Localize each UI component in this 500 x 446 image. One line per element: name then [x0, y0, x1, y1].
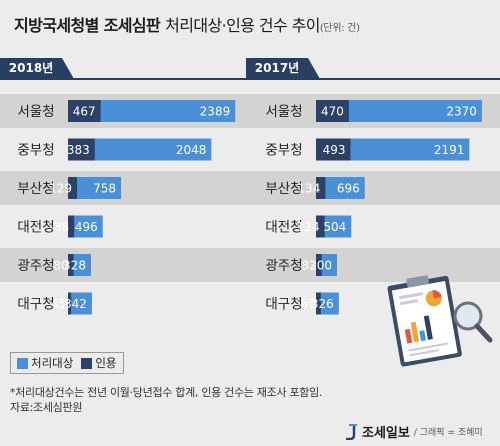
footer: 조세일보 / 그래픽 = 조혜미: [345, 422, 483, 441]
legend-label-target: 처리대상: [31, 356, 74, 370]
bar-target: [68, 177, 122, 199]
graphic-credit: / 그래픽 = 조혜미: [413, 428, 483, 438]
bar-target: [316, 100, 482, 122]
value-label-cited: 467: [73, 105, 96, 119]
value-label-cited: 124: [297, 220, 320, 234]
title-sub: 처리대상·인용 건수 추이: [165, 16, 320, 35]
value-label-target: 496: [75, 220, 98, 234]
bar-target: [316, 138, 470, 161]
brand-logo-icon: [346, 423, 357, 440]
bar-target: [68, 100, 236, 122]
bar-target: [68, 254, 91, 276]
value-label-cited: 80: [53, 259, 68, 273]
value-label-target: 2048: [176, 143, 207, 157]
bar-cited: [316, 100, 349, 122]
bar-cited: [316, 292, 321, 315]
category-label: 부산청: [265, 181, 302, 197]
value-label-cited: 383: [67, 143, 90, 157]
value-label-target: 696: [337, 182, 360, 196]
clipboard-magnifier-icon: [387, 275, 493, 367]
footnote-line: *처리대상건수는 전년 이월·당년접수 합계, 인용 건수는 재조사 포함임.: [10, 386, 323, 399]
brand-name: 조세일보: [362, 426, 410, 441]
legend: 처리대상 인용: [10, 352, 124, 374]
category-label: 대전청: [17, 220, 54, 236]
value-label-target: 504: [323, 220, 346, 234]
legend-swatch-target: [17, 357, 28, 369]
bar-target: [68, 138, 212, 161]
value-label-target: 758: [93, 182, 116, 196]
footnote: *처리대상건수는 전년 이월·당년접수 합계, 인용 건수는 재조사 포함임. …: [10, 385, 322, 415]
bar-target: [68, 292, 92, 315]
value-label-cited: 129: [49, 182, 72, 196]
bar-target: [316, 177, 365, 199]
value-label-cited: 88: [54, 220, 69, 234]
bar-target: [316, 215, 352, 238]
bar-cited: [68, 254, 74, 276]
bar-cited: [68, 100, 101, 122]
value-label-cited: 82: [301, 259, 316, 273]
value-label-target: 2389: [200, 105, 231, 119]
bar-cited: [316, 254, 322, 276]
category-label: 대구청: [17, 297, 54, 313]
category-label: 대구청: [265, 297, 302, 313]
title-main: 지방국세청별 조세심판: [14, 16, 161, 35]
source-line: 자료:조세심판원: [10, 401, 83, 414]
category-label: 광주청: [265, 258, 302, 274]
value-label-cited: 69: [301, 297, 316, 311]
bar-cited: [316, 177, 326, 199]
bar-cited: [68, 292, 72, 315]
category-label: 서울청: [17, 104, 54, 120]
category-label: 중부청: [17, 143, 54, 159]
bar-target: [316, 292, 339, 315]
category-label: 서울청: [265, 104, 302, 120]
category-label: 광주청: [17, 258, 54, 274]
tab-underline: [0, 78, 500, 80]
legend-label-cited: 인용: [95, 356, 117, 370]
value-label-target: 326: [311, 297, 334, 311]
value-label-cited: 493: [323, 143, 346, 157]
bar-cited: [68, 215, 75, 238]
bar-cited: [68, 177, 78, 199]
category-label: 대전청: [265, 220, 302, 236]
panel-tab-2017: 2017년: [246, 58, 320, 79]
bar-cited: [316, 138, 351, 161]
value-label-cited: 45: [51, 297, 66, 311]
value-label-cited: 134: [297, 182, 320, 196]
value-label-target: 300: [309, 259, 332, 273]
bar-cited: [316, 215, 325, 238]
chart-title: 지방국세청별 조세심판 처리대상·인용 건수 추이(단위: 건): [14, 12, 360, 36]
panel-tab-2018: 2018년: [0, 58, 74, 79]
category-label: 부산청: [17, 181, 54, 197]
value-label-target: 328: [63, 259, 86, 273]
bar-cited: [68, 138, 95, 161]
title-unit: (단위: 건): [319, 23, 360, 34]
category-label: 중부청: [265, 143, 302, 159]
value-label-target: 2370: [446, 105, 477, 119]
value-label-cited: 470: [321, 105, 344, 119]
legend-swatch-cited: [81, 357, 93, 369]
value-label-target: 2191: [434, 143, 465, 157]
bar-target: [68, 215, 103, 238]
value-label-target: 342: [64, 297, 87, 311]
